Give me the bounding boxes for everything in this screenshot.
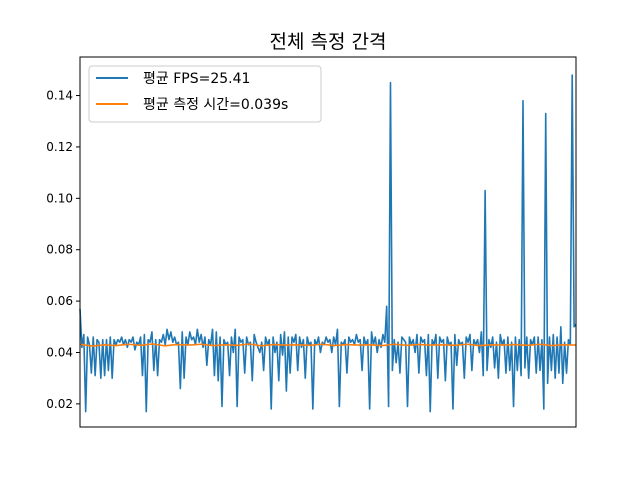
y-tick-label: 0.14 [46,89,73,103]
legend-label-fps: 평균 FPS=25.41 [143,71,250,87]
y-tick-label: 0.02 [46,397,73,411]
y-tick-label: 0.06 [46,294,73,308]
y-tick-label: 0.10 [46,191,73,205]
axes-frame [79,56,577,428]
y-tick-label: 0.04 [46,345,73,359]
series-line-fps [79,74,577,413]
y-tick-label: 0.08 [46,243,73,257]
y-axis: 0.02 0.04 0.06 0.08 0.10 0.12 0.14 [46,89,80,411]
legend: 평균 FPS=25.41 평균 측정 시간=0.039s [88,65,322,123]
series-line-measure-time [79,343,577,347]
plot-area [79,74,577,413]
legend-box [88,65,322,123]
y-tick-label: 0.12 [46,140,73,154]
legend-label-measure-time: 평균 측정 시간=0.039s [143,97,288,113]
chart-title: 전체 측정 간격 [270,31,387,53]
